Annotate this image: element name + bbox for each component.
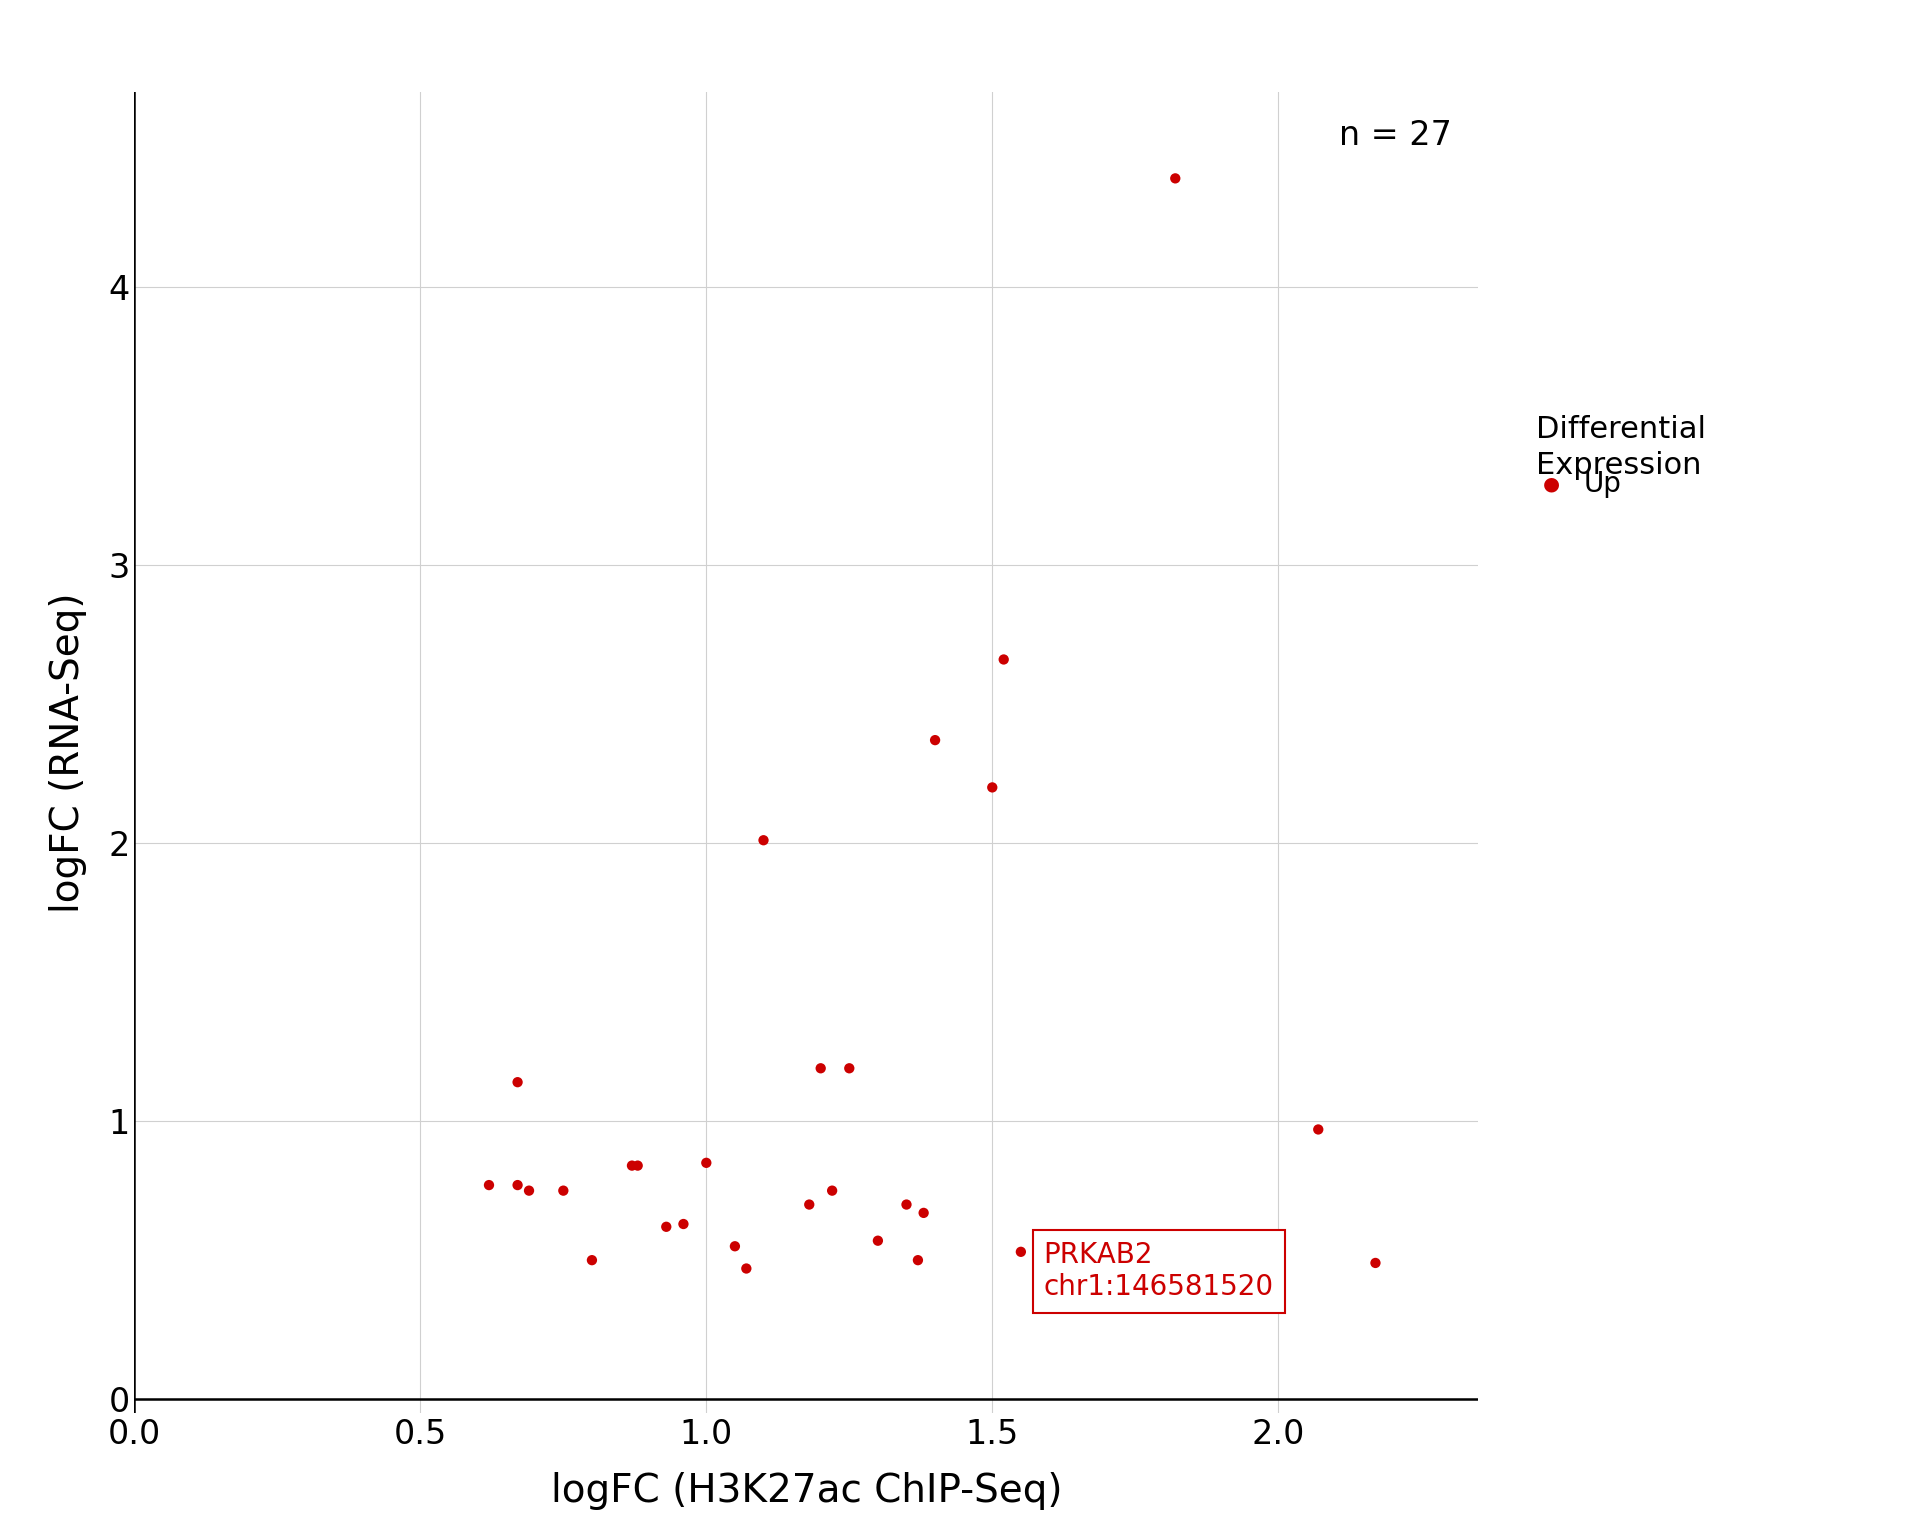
Point <box>804 1055 835 1080</box>
Text: ●: ● <box>1544 475 1559 493</box>
Point <box>515 1178 545 1203</box>
Point <box>989 647 1020 671</box>
Point <box>902 1247 933 1272</box>
Point <box>862 1229 893 1253</box>
Point <box>793 1192 824 1217</box>
Point <box>503 1174 534 1198</box>
Point <box>616 1154 647 1178</box>
Point <box>732 1256 762 1281</box>
Text: Up: Up <box>1584 470 1622 498</box>
Point <box>547 1178 578 1203</box>
Point <box>891 1192 922 1217</box>
Point <box>1304 1117 1334 1141</box>
Point <box>720 1233 751 1258</box>
Point <box>749 828 780 852</box>
Point <box>1023 1240 1054 1264</box>
Point <box>474 1174 505 1198</box>
Point <box>622 1154 653 1178</box>
Text: n = 27: n = 27 <box>1338 118 1452 152</box>
Y-axis label: logFC (RNA-Seq): logFC (RNA-Seq) <box>50 593 86 912</box>
X-axis label: logFC (H3K27ac ChIP-Seq): logFC (H3K27ac ChIP-Seq) <box>551 1471 1062 1510</box>
Point <box>1160 166 1190 190</box>
Text: Differential
Expression: Differential Expression <box>1536 415 1707 479</box>
Point <box>651 1215 682 1240</box>
Point <box>816 1178 847 1203</box>
Point <box>908 1201 939 1226</box>
Point <box>833 1055 864 1080</box>
Point <box>1006 1240 1037 1264</box>
Point <box>1359 1250 1390 1275</box>
Point <box>920 728 950 753</box>
Point <box>668 1212 699 1236</box>
Point <box>691 1150 722 1175</box>
Point <box>503 1071 534 1095</box>
Text: PRKAB2
chr1:146581520: PRKAB2 chr1:146581520 <box>1044 1241 1273 1301</box>
Point <box>576 1247 607 1272</box>
Point <box>977 776 1008 800</box>
